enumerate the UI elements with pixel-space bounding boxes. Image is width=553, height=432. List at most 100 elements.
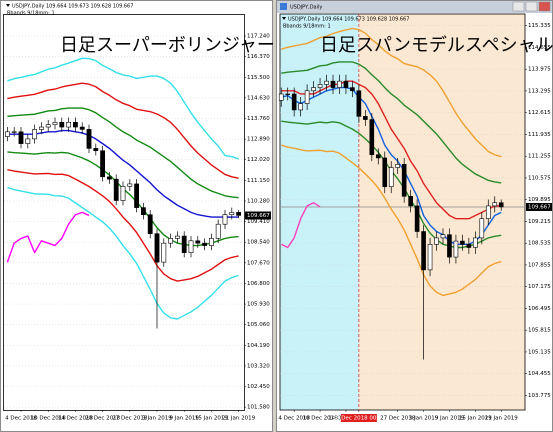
candle-body: [324, 80, 329, 85]
chart-title: 日足スパンモデルスペシャル: [320, 35, 553, 56]
price-label: 109.667: [247, 213, 270, 219]
candle-body: [134, 183, 140, 208]
indicator-line: [7, 82, 239, 179]
candle-body: [45, 124, 51, 128]
candle-body: [285, 93, 291, 95]
candle-body: [453, 240, 459, 258]
candle-body: [222, 214, 228, 225]
y-tick-label: 114.655: [528, 45, 551, 51]
chart-header: USDJPY,Daily 109.664 109.673 109.628 109…: [288, 17, 409, 23]
chart-title: 日足スーパーボリンジャー: [60, 35, 275, 56]
candle-body: [140, 207, 146, 216]
candle-body: [72, 122, 78, 128]
candle-body: [113, 178, 119, 201]
x-tick-label: 4 Dec 2018: [278, 416, 310, 422]
y-tick-label: 107.175: [528, 284, 551, 290]
x-tick-label: 10 Dec 2018: [302, 416, 338, 422]
candle-body: [236, 212, 242, 216]
y-tick-label: 101.580: [247, 405, 270, 411]
candle-body: [395, 164, 401, 168]
candle-body: [485, 205, 491, 220]
indicator-line: [281, 27, 502, 158]
x-tick-label: 3 Jan 2019: [142, 416, 172, 422]
indicator-line: [7, 129, 239, 218]
y-tick-label: 114.630: [247, 95, 270, 101]
close-button[interactable]: [538, 1, 551, 12]
y-tick-label: 103.775: [528, 393, 551, 399]
candle-body: [447, 234, 452, 258]
candle-body: [106, 176, 112, 180]
candle-body: [147, 214, 153, 234]
y-tick-label: 116.370: [247, 54, 270, 60]
x-tick-label: 21 Jan 2019: [485, 416, 518, 422]
chart-0: 117.240 116.370 115.500 114.630 113.760 112.8…: [4, 4, 275, 422]
y-tick-label: 111.150: [247, 178, 270, 184]
cursor-date-box: [340, 414, 377, 422]
y-tick-label: 105.060: [247, 322, 270, 328]
candle-body: [356, 90, 362, 117]
indicator-line: [7, 169, 239, 282]
candle-body: [466, 244, 472, 248]
indicator-line: [7, 186, 239, 320]
candle-body: [414, 205, 420, 232]
maximize-button[interactable]: [525, 1, 538, 12]
x-tick-label: 9 Jan 2019: [435, 416, 465, 422]
header-arrow: [282, 17, 286, 20]
candle-body: [66, 122, 72, 128]
y-tick-label: 110.280: [247, 198, 270, 204]
x-tick-label: 15 Jan 2019: [459, 416, 492, 422]
candle-body: [460, 240, 465, 245]
x-tick-label: 27 Dec 2018: [380, 416, 416, 422]
y-tick-label: 108.540: [247, 240, 270, 246]
candle-body: [52, 122, 58, 125]
y-tick-label: 111.255: [528, 154, 551, 160]
y-tick-label: 105.815: [528, 328, 551, 334]
y-tick-label: 115.335: [528, 23, 551, 29]
y-tick-label: 112.615: [528, 110, 551, 116]
candle-body: [93, 148, 99, 152]
y-tick-label: 112.020: [247, 157, 270, 163]
minimize-button[interactable]: [512, 1, 525, 12]
candle-body: [18, 131, 24, 144]
candle-body: [330, 80, 336, 88]
candle-body: [38, 126, 44, 130]
y-tick-label: 115.500: [247, 75, 270, 81]
future-zone: [358, 14, 525, 410]
candle-body: [181, 235, 187, 253]
candle-body: [434, 237, 439, 245]
y-tick-label: 104.455: [528, 371, 551, 377]
y-tick-label: 107.670: [247, 260, 270, 266]
candle-body: [195, 240, 201, 244]
candle-body: [401, 164, 407, 197]
candle-body: [161, 242, 167, 263]
y-tick-label: 109.410: [247, 219, 270, 225]
y-tick-label: 110.575: [528, 175, 551, 181]
candle-body: [278, 93, 284, 101]
candle-body: [363, 116, 368, 120]
y-tick-label: 108.535: [528, 241, 551, 247]
header-arrow: [6, 4, 10, 7]
price-label: 109.667: [528, 204, 551, 210]
candle-body: [79, 126, 85, 130]
y-tick-label: 113.975: [528, 67, 551, 73]
candle-body: [59, 122, 65, 128]
x-tick-label: 15 Jan 2019: [195, 416, 228, 422]
candle-body: [440, 234, 446, 239]
candle-body: [291, 93, 297, 111]
y-tick-label: 113.760: [247, 116, 270, 122]
x-tick-label: 4 Dec 2018: [5, 416, 37, 422]
cursor-date-label: 18 Dec 2018 00:00: [333, 416, 386, 422]
candle-body: [168, 238, 174, 244]
candle-body: [343, 80, 349, 88]
candle-body: [479, 218, 485, 239]
indicator-line: [281, 144, 502, 297]
price-box: [526, 202, 552, 211]
indicator-label: Bbands 9/18mm: 1: [7, 11, 55, 17]
chart-1: 115.335 114.655 113.975 113.295 112.615 111.9…: [278, 5, 553, 422]
indicator-line: [281, 61, 502, 184]
window-icon: [280, 3, 287, 10]
candle-body: [127, 183, 133, 187]
x-tick-label: 3 Jan 2019: [409, 416, 439, 422]
